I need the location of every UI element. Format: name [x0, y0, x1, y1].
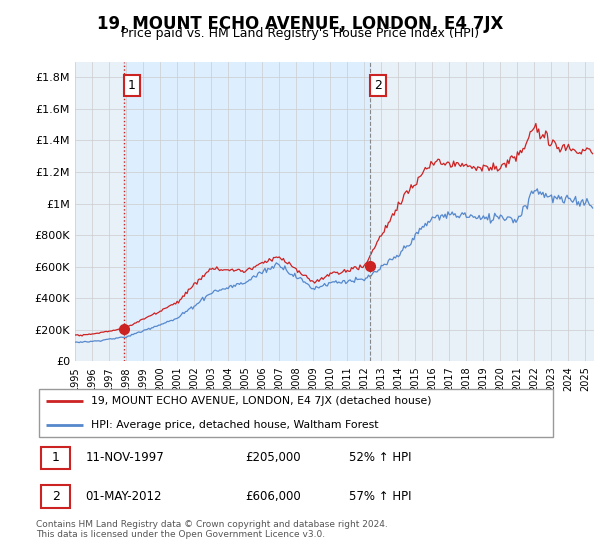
Text: £606,000: £606,000	[245, 490, 301, 503]
FancyBboxPatch shape	[41, 485, 70, 507]
Text: 01-MAY-2012: 01-MAY-2012	[86, 490, 162, 503]
Text: 2: 2	[374, 79, 382, 92]
Text: 57% ↑ HPI: 57% ↑ HPI	[349, 490, 412, 503]
Text: 1: 1	[52, 451, 59, 464]
FancyBboxPatch shape	[38, 389, 553, 437]
FancyBboxPatch shape	[41, 447, 70, 469]
Text: Contains HM Land Registry data © Crown copyright and database right 2024.
This d: Contains HM Land Registry data © Crown c…	[36, 520, 388, 539]
Text: Price paid vs. HM Land Registry's House Price Index (HPI): Price paid vs. HM Land Registry's House …	[121, 27, 479, 40]
Text: 19, MOUNT ECHO AVENUE, LONDON, E4 7JX: 19, MOUNT ECHO AVENUE, LONDON, E4 7JX	[97, 15, 503, 32]
Text: 19, MOUNT ECHO AVENUE, LONDON, E4 7JX (detached house): 19, MOUNT ECHO AVENUE, LONDON, E4 7JX (d…	[91, 396, 431, 406]
Text: 11-NOV-1997: 11-NOV-1997	[86, 451, 164, 464]
Text: £205,000: £205,000	[245, 451, 301, 464]
Text: HPI: Average price, detached house, Waltham Forest: HPI: Average price, detached house, Walt…	[91, 420, 379, 430]
Text: 2: 2	[52, 490, 59, 503]
Text: 52% ↑ HPI: 52% ↑ HPI	[349, 451, 412, 464]
Text: 1: 1	[128, 79, 136, 92]
Bar	[124, 62, 370, 361]
